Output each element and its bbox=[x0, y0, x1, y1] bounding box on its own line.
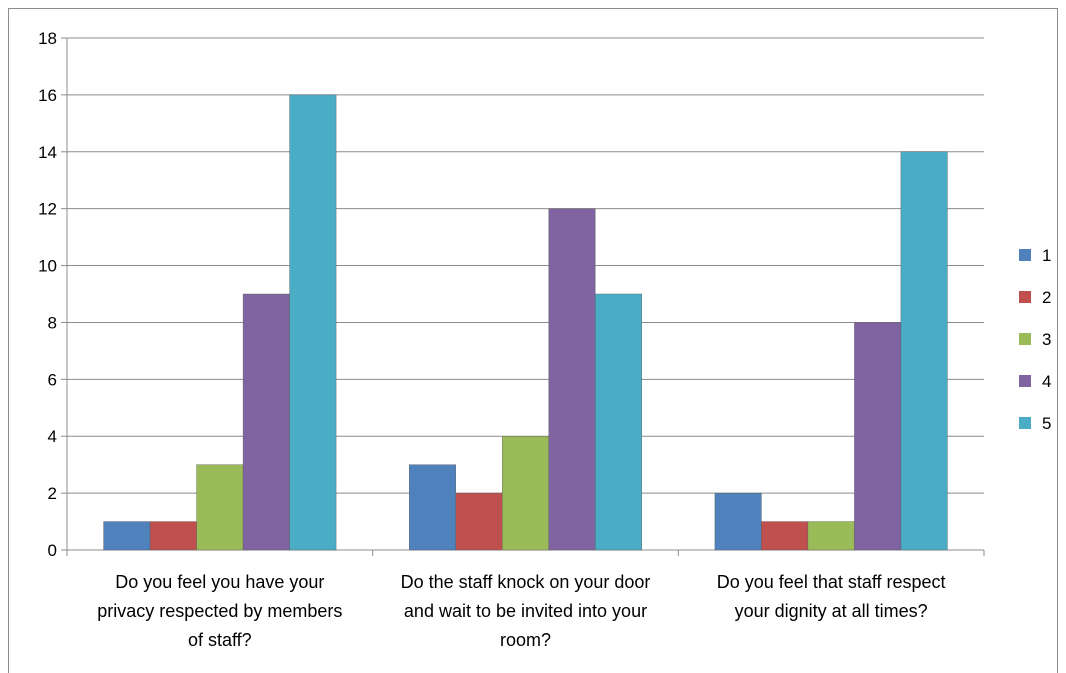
bar-series-2 bbox=[761, 522, 808, 550]
y-tick-label: 16 bbox=[38, 86, 57, 105]
x-category-label: Do the staff knock on your door and wait … bbox=[401, 572, 651, 650]
y-tick-label: 18 bbox=[38, 29, 57, 48]
bar-series-2 bbox=[150, 522, 197, 550]
bar-series-4 bbox=[854, 322, 901, 550]
bar-series-1 bbox=[104, 522, 151, 550]
bar-series-3 bbox=[197, 465, 244, 550]
legend-label-1: 1 bbox=[1042, 246, 1051, 265]
y-tick-label: 4 bbox=[48, 427, 57, 446]
bar-series-3 bbox=[502, 436, 549, 550]
x-category-label: Do you feel you have your privacy respect… bbox=[97, 572, 342, 650]
x-category-label-line: Do you feel you have your bbox=[115, 572, 324, 592]
bar-series-1 bbox=[409, 465, 456, 550]
x-category-label-line: Do you feel that staff respect bbox=[717, 572, 946, 592]
bar-series-5 bbox=[595, 294, 642, 550]
bar-series-4 bbox=[549, 209, 596, 550]
legend-swatch-4 bbox=[1019, 375, 1031, 387]
x-category-label-line: Do the staff knock on your door bbox=[401, 572, 651, 592]
legend-label-4: 4 bbox=[1042, 372, 1051, 391]
x-category-label: Do you feel that staff respect your digni… bbox=[717, 572, 946, 621]
x-category-label-line: of staff? bbox=[188, 630, 252, 650]
x-category-label-line: privacy respected by members bbox=[97, 601, 342, 621]
bar-series-1 bbox=[715, 493, 762, 550]
bar-series-5 bbox=[901, 152, 948, 550]
bar-series-3 bbox=[808, 522, 855, 550]
legend-swatch-1 bbox=[1019, 249, 1031, 261]
legend-swatch-3 bbox=[1019, 333, 1031, 345]
legend-swatch-5 bbox=[1019, 417, 1031, 429]
legend-swatch-2 bbox=[1019, 291, 1031, 303]
y-tick-label: 12 bbox=[38, 200, 57, 219]
y-tick-label: 8 bbox=[48, 313, 57, 332]
x-category-label-line: and wait to be invited into your bbox=[404, 601, 647, 621]
bar-series-2 bbox=[456, 493, 503, 550]
y-tick-label: 6 bbox=[48, 370, 57, 389]
y-tick-label: 14 bbox=[38, 143, 57, 162]
x-category-label-line: room? bbox=[500, 630, 551, 650]
legend-label-2: 2 bbox=[1042, 288, 1051, 307]
legend-label-3: 3 bbox=[1042, 330, 1051, 349]
y-tick-label: 10 bbox=[38, 257, 57, 276]
bar-series-5 bbox=[290, 95, 337, 550]
x-category-label-line: your dignity at all times? bbox=[735, 601, 928, 621]
bar-series-4 bbox=[243, 294, 289, 550]
y-tick-label: 2 bbox=[48, 484, 57, 503]
y-tick-label: 0 bbox=[48, 541, 57, 560]
legend-label-5: 5 bbox=[1042, 414, 1051, 433]
